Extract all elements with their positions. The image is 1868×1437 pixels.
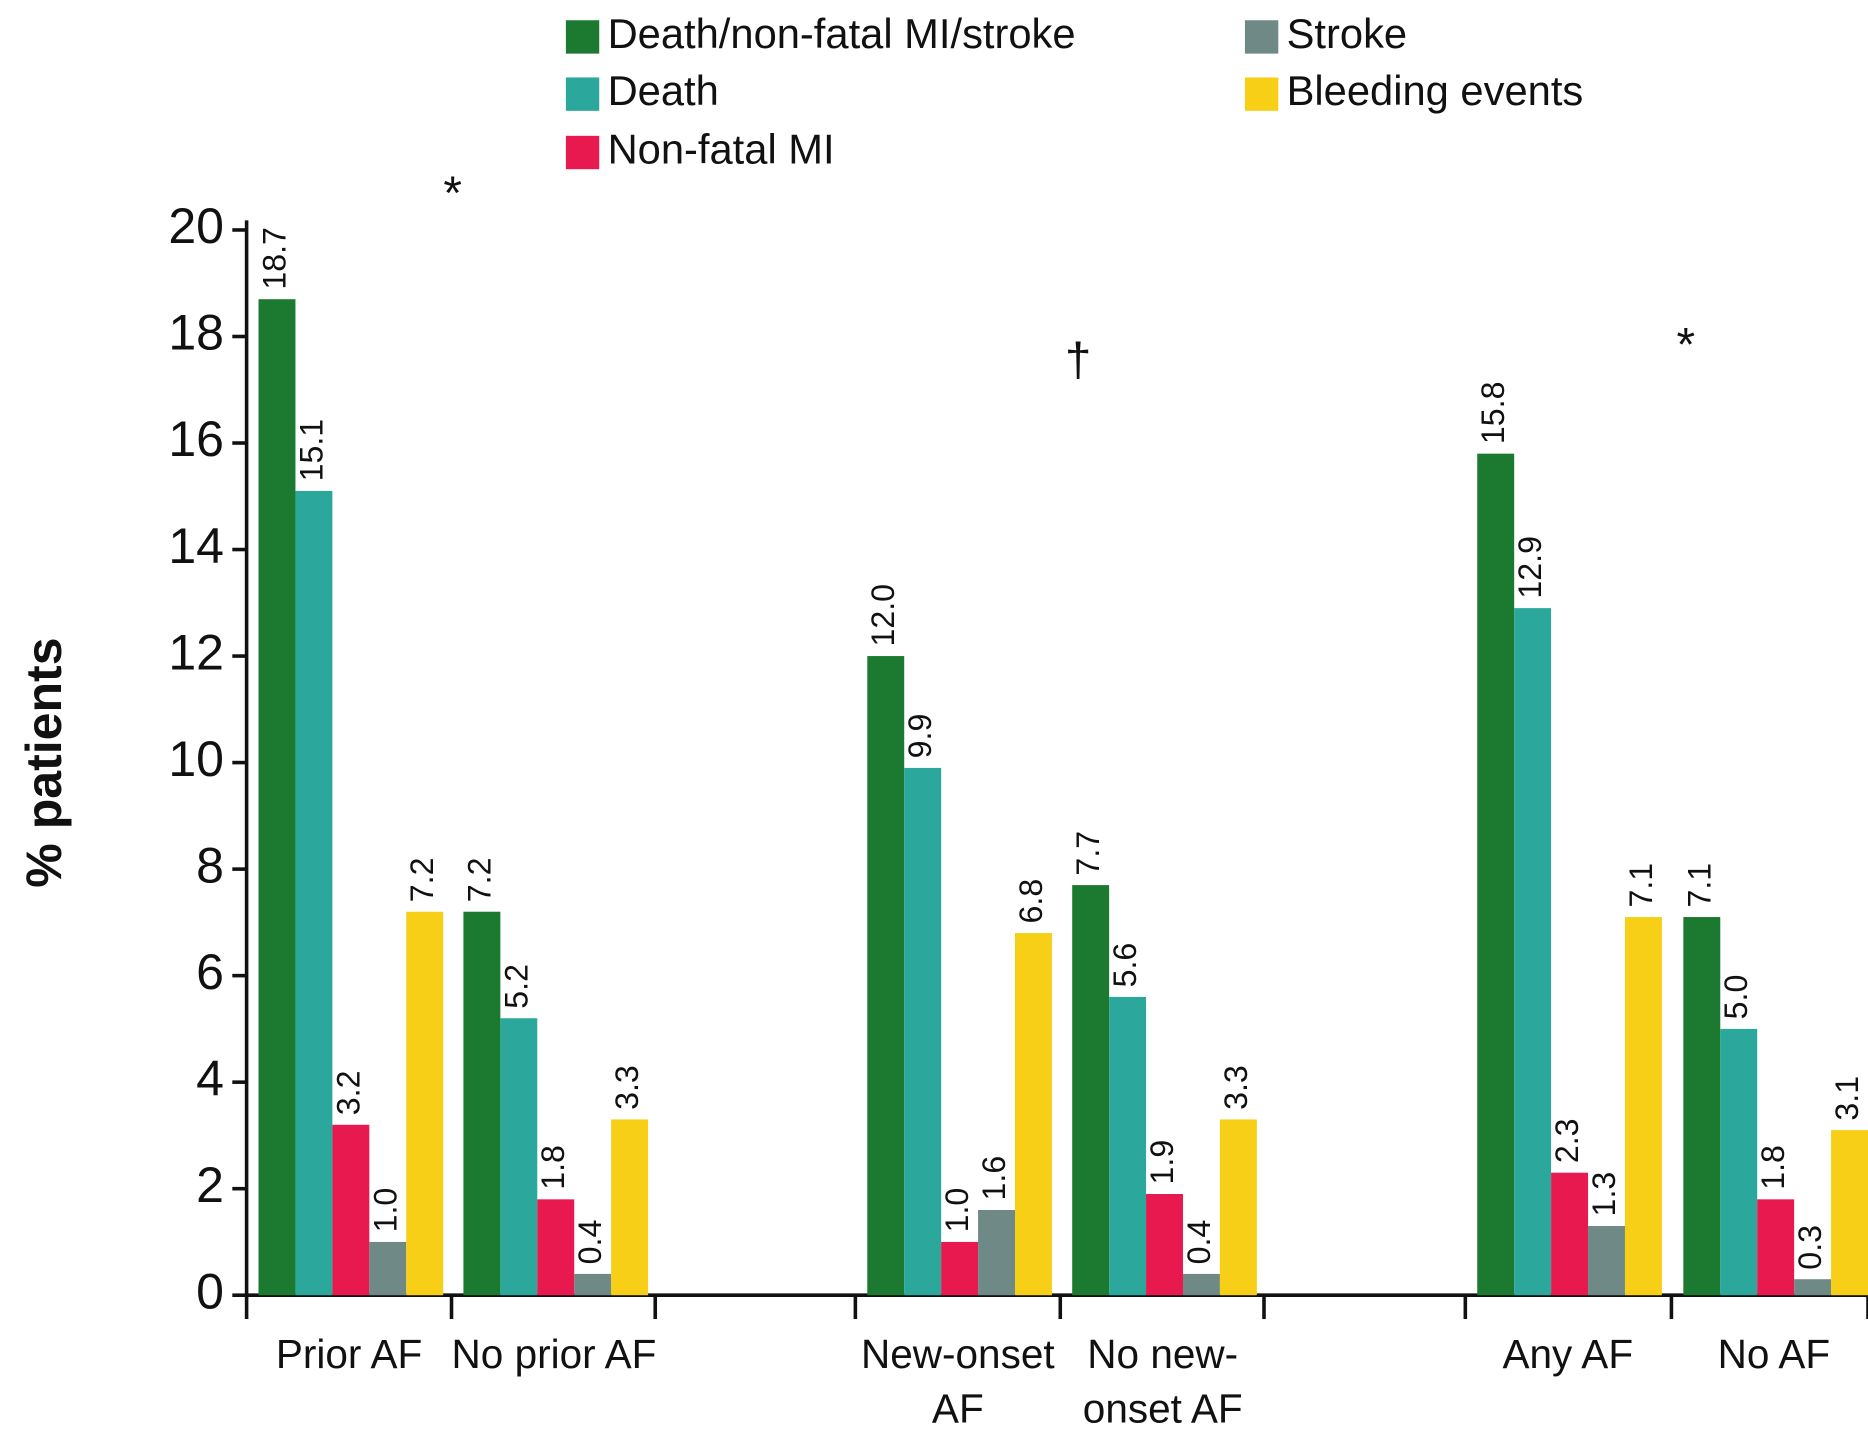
bar bbox=[1588, 1225, 1625, 1296]
bar bbox=[537, 1199, 575, 1296]
legend-swatch bbox=[565, 20, 600, 54]
legend-swatch bbox=[1244, 77, 1279, 111]
value-label: 15.1 bbox=[293, 419, 329, 482]
value-label: 1.0 bbox=[367, 1188, 403, 1233]
bar bbox=[611, 1119, 649, 1296]
value-label: 15.8 bbox=[1475, 382, 1511, 445]
value-label: 7.7 bbox=[1070, 831, 1106, 876]
legend-label: Death/non-fatal MI/stroke bbox=[608, 10, 1076, 57]
y-tick-label: 18 bbox=[168, 305, 224, 361]
legend-label: Non-fatal MI bbox=[608, 126, 835, 173]
y-tick-label: 0 bbox=[196, 1263, 224, 1319]
legend-swatch bbox=[1244, 20, 1279, 54]
value-label: 7.1 bbox=[1623, 863, 1659, 908]
x-tick-label: No AF bbox=[1717, 1332, 1831, 1378]
annotation: * bbox=[443, 167, 462, 220]
bar bbox=[463, 911, 501, 1296]
legend-swatch bbox=[565, 77, 600, 111]
y-tick-label: 8 bbox=[196, 837, 224, 893]
y-tick-label: 10 bbox=[168, 731, 224, 787]
x-tick-label-box: Prior AF bbox=[275, 1332, 423, 1378]
legend-swatch bbox=[565, 135, 600, 170]
value-label: 7.2 bbox=[404, 857, 440, 902]
bar bbox=[369, 1241, 407, 1296]
x-tick-label-box: New-onset AF bbox=[861, 1332, 1055, 1433]
bar bbox=[295, 490, 333, 1296]
value-label: 1.3 bbox=[1586, 1172, 1622, 1217]
bar bbox=[1683, 917, 1721, 1296]
bar bbox=[1757, 1199, 1795, 1296]
value-label: 12.9 bbox=[1512, 536, 1548, 599]
x-tick-label-box: No prior AF bbox=[451, 1332, 657, 1378]
value-label: 1.6 bbox=[976, 1156, 1012, 1201]
bar bbox=[332, 1124, 370, 1296]
value-label: 1.8 bbox=[1755, 1145, 1791, 1190]
x-tick-label: Prior AF bbox=[275, 1332, 423, 1378]
value-label: 1.0 bbox=[939, 1188, 975, 1233]
bar bbox=[904, 767, 942, 1296]
value-label: 0.4 bbox=[1181, 1220, 1217, 1265]
bar bbox=[1015, 933, 1052, 1296]
bar bbox=[500, 1018, 538, 1296]
value-label: 3.3 bbox=[1218, 1065, 1254, 1110]
y-tick-label: 12 bbox=[168, 624, 224, 680]
value-label: 1.9 bbox=[1144, 1140, 1180, 1185]
y-tick-label: 16 bbox=[168, 411, 224, 467]
y-tick-label: 6 bbox=[196, 944, 224, 1000]
bar bbox=[867, 656, 905, 1296]
value-label: 5.6 bbox=[1107, 943, 1143, 988]
bar bbox=[574, 1273, 612, 1296]
x-tick-label-box: No AF bbox=[1717, 1332, 1831, 1378]
value-label: 3.3 bbox=[609, 1065, 645, 1110]
bar bbox=[1109, 996, 1147, 1296]
bar bbox=[1514, 608, 1552, 1296]
value-label: 3.1 bbox=[1829, 1076, 1865, 1121]
bar bbox=[1720, 1028, 1758, 1296]
bar bbox=[1477, 453, 1515, 1296]
value-label: 7.2 bbox=[461, 857, 497, 902]
value-label: 5.0 bbox=[1718, 975, 1754, 1020]
y-axis-label: % patients bbox=[16, 637, 72, 887]
x-tick-label: Any AF bbox=[1502, 1332, 1634, 1378]
annotation: * bbox=[1676, 319, 1695, 372]
value-label: 12.0 bbox=[865, 584, 901, 647]
value-label: 18.7 bbox=[256, 227, 292, 290]
x-tick-label-box: Any AF bbox=[1502, 1332, 1634, 1378]
value-label: 7.1 bbox=[1681, 863, 1717, 908]
bar bbox=[941, 1241, 979, 1296]
x-tick-label: No prior AF bbox=[451, 1332, 657, 1378]
value-label: 0.3 bbox=[1792, 1225, 1828, 1270]
bar bbox=[1219, 1119, 1257, 1296]
legend-label: Death bbox=[608, 67, 719, 114]
bar bbox=[258, 299, 296, 1296]
legend-label: Bleeding events bbox=[1287, 67, 1584, 114]
x-tick-label-box: No new-onset AF bbox=[1082, 1332, 1243, 1433]
bar bbox=[406, 911, 444, 1296]
y-tick-label: 2 bbox=[196, 1157, 224, 1213]
bar bbox=[1551, 1172, 1589, 1296]
y-tick-label: 14 bbox=[168, 518, 224, 574]
bar bbox=[1072, 885, 1110, 1296]
x-tick-label: No new-onset AF bbox=[1082, 1332, 1243, 1433]
x-tick-label: New-onset AF bbox=[861, 1332, 1055, 1433]
value-label: 2.3 bbox=[1549, 1118, 1585, 1163]
bar bbox=[1831, 1130, 1868, 1296]
y-tick-label: 4 bbox=[196, 1050, 224, 1106]
value-label: 1.8 bbox=[535, 1145, 571, 1190]
bar bbox=[978, 1209, 1016, 1296]
value-label: 0.4 bbox=[572, 1220, 608, 1265]
bar bbox=[1794, 1279, 1832, 1296]
annotation: † bbox=[1065, 334, 1091, 387]
value-label: 3.2 bbox=[330, 1071, 366, 1116]
y-tick-label: 20 bbox=[168, 198, 224, 254]
value-label: 9.9 bbox=[902, 714, 938, 759]
value-label: 6.8 bbox=[1013, 879, 1049, 924]
bar bbox=[1182, 1273, 1220, 1296]
bar bbox=[1624, 917, 1662, 1296]
legend-label: Stroke bbox=[1287, 10, 1407, 57]
bar bbox=[1146, 1194, 1183, 1296]
value-label: 5.2 bbox=[498, 964, 534, 1009]
